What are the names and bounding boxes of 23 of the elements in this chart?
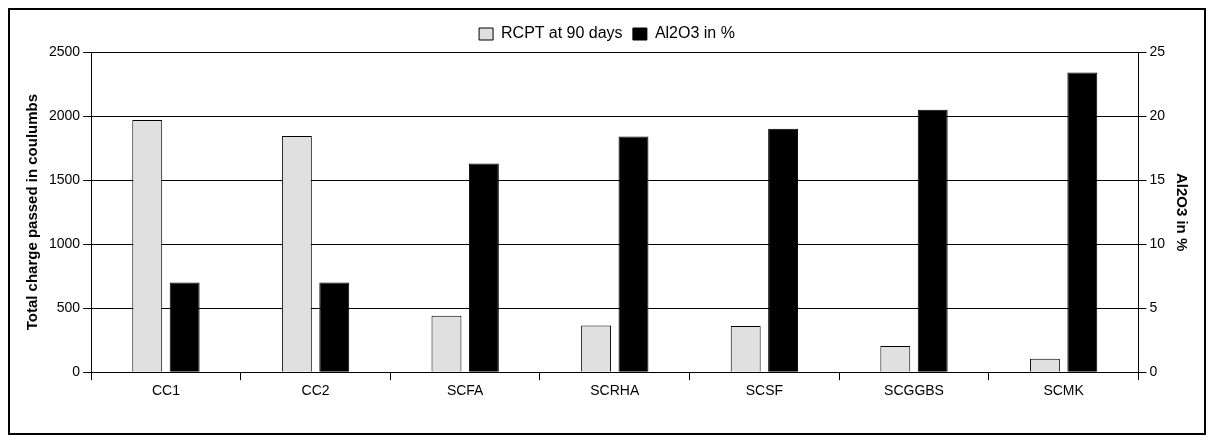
y-tick-label: 1000 (48, 234, 81, 251)
x-tick-label: SCGGBS (884, 382, 944, 399)
y-tick-label: 500 (56, 299, 81, 316)
y-tick-label: 0 (72, 363, 81, 380)
y2-tick-label: 25 (1149, 42, 1166, 59)
x-tick-label: SCSF (745, 382, 784, 399)
y2-tick-label: 0 (1149, 363, 1158, 380)
y-axis-title: Total charge passed in coulumbs (23, 93, 41, 331)
y2-axis-title: Al2O3 in % (1173, 172, 1191, 252)
x-tick-label: SCRHA (590, 382, 640, 399)
y2-tick-label: 15 (1149, 170, 1166, 187)
legend-label: RCPT at 90 days (501, 24, 623, 42)
x-tick-label: SCFA (446, 382, 485, 399)
x-tick-label: SCMK (1043, 382, 1085, 399)
x-tick-label: CC2 (301, 382, 330, 399)
y2-tick-label: 20 (1149, 106, 1166, 123)
y-tick-label: 1500 (48, 170, 81, 187)
y2-tick-label: 5 (1149, 299, 1158, 316)
legend-label: Al2O3 in % (654, 24, 735, 42)
y-tick-label: 2000 (48, 106, 81, 123)
x-tick-label: CC1 (151, 382, 181, 399)
y-tick-label: 2500 (48, 42, 81, 59)
y2-tick-label: 10 (1149, 234, 1166, 251)
